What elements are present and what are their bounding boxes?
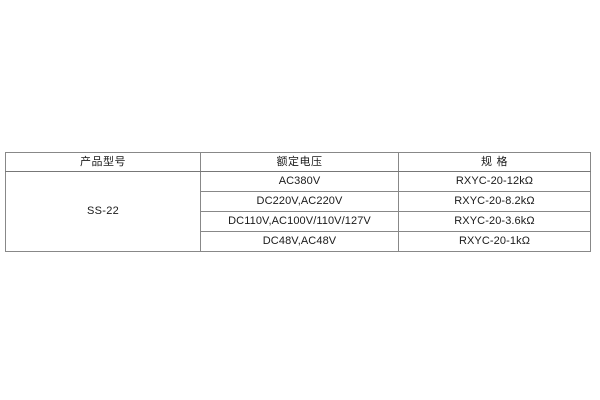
table-header-row: 产品型号 额定电压 规 格 [5, 152, 591, 172]
header-specification: 规 格 [398, 152, 591, 172]
table-header: 产品型号 额定电压 规 格 [5, 152, 591, 172]
table-row: SS-22 AC380V RXYC-20-12kΩ [5, 171, 591, 252]
cell-specification: RXYC-20-3.6kΩ [398, 211, 591, 232]
cell-specification: RXYC-20-8.2kΩ [398, 191, 591, 212]
cell-rated-voltage: DC110V,AC100V/110V/127V [200, 211, 399, 232]
cell-rated-voltage: DC48V,AC48V [200, 231, 399, 252]
spec-table-container: 产品型号 额定电压 规 格 SS-22 AC380V RXYC-20-12kΩ … [5, 152, 591, 252]
table-body: SS-22 AC380V RXYC-20-12kΩ DC220V,AC220V … [5, 171, 591, 252]
cell-specification: RXYC-20-12kΩ [398, 171, 591, 192]
cell-specification: RXYC-20-1kΩ [398, 231, 591, 252]
table-row: DC48V,AC48V RXYC-20-1kΩ [6, 231, 591, 252]
header-product-model: 产品型号 [5, 152, 201, 172]
header-rated-voltage: 额定电压 [200, 152, 399, 172]
cell-product-model: SS-22 [5, 171, 201, 252]
cell-rated-voltage: DC220V,AC220V [200, 191, 399, 212]
cell-rated-voltage: AC380V [200, 171, 399, 192]
product-specification-table: 产品型号 额定电压 规 格 SS-22 AC380V RXYC-20-12kΩ … [5, 152, 591, 252]
